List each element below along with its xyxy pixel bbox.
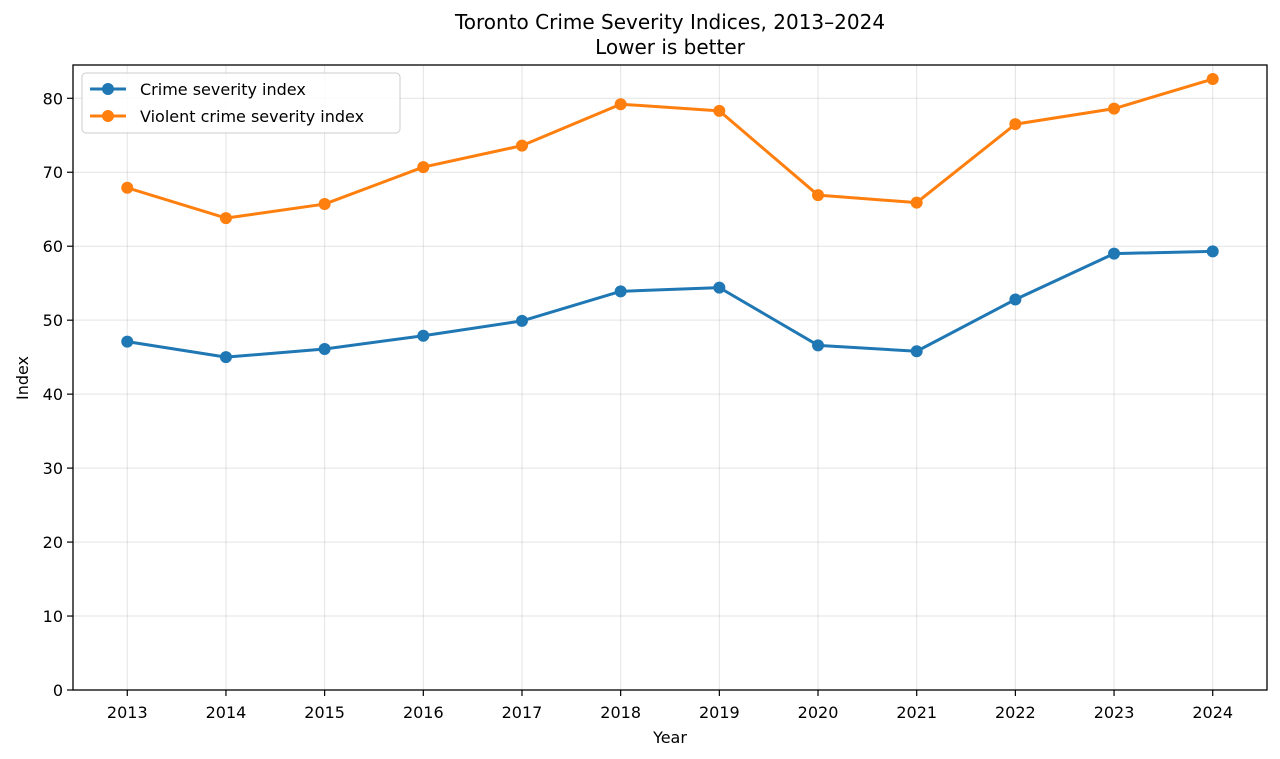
- data-point: [1206, 73, 1219, 86]
- data-point: [910, 345, 923, 358]
- data-point: [318, 343, 331, 356]
- y-axis-label: Index: [13, 356, 32, 400]
- data-point: [219, 212, 232, 225]
- x-tick-label: 2016: [403, 703, 444, 722]
- y-tick-label: 20: [43, 533, 63, 552]
- x-tick-label: 2014: [206, 703, 247, 722]
- series-line: [125, 77, 1215, 220]
- data-point: [121, 335, 134, 348]
- series-line: [125, 249, 1215, 359]
- legend-label: Violent crime severity index: [140, 107, 364, 126]
- y-tick-label: 50: [43, 311, 63, 330]
- data-point: [910, 196, 923, 209]
- data-point: [713, 104, 726, 117]
- data-point: [812, 189, 825, 202]
- grid-lines: [73, 65, 1267, 691]
- y-tick-label: 0: [53, 681, 63, 700]
- plot-frame: [72, 64, 1268, 691]
- x-tick-label: 2023: [1094, 703, 1135, 722]
- x-tick-label: 2018: [600, 703, 641, 722]
- data-point: [1009, 118, 1022, 131]
- series-2: [121, 73, 1219, 225]
- x-tick-label: 2013: [107, 703, 148, 722]
- data-point: [318, 198, 331, 211]
- data-point: [515, 314, 528, 327]
- series-1: [121, 245, 1219, 364]
- data-point: [1108, 247, 1121, 260]
- data-point: [121, 181, 134, 194]
- x-axis-label: Year: [652, 728, 687, 747]
- data-point: [614, 285, 627, 298]
- axis-ticks: 2013 2014 2015 2016 2017 2018 2019 2020 2021 2022…: [43, 89, 1233, 722]
- data-point: [515, 139, 528, 152]
- y-tick-label: 70: [43, 163, 63, 182]
- legend-label: Crime severity index: [140, 80, 306, 99]
- data-point: [1206, 245, 1219, 258]
- x-tick-label: 2019: [699, 703, 740, 722]
- x-tick-label: 2022: [995, 703, 1036, 722]
- data-point: [812, 339, 825, 352]
- y-tick-label: 60: [43, 237, 63, 256]
- x-tick-label: 2020: [798, 703, 839, 722]
- x-tick-label: 2024: [1192, 703, 1233, 722]
- data-point: [417, 329, 430, 342]
- data-point: [417, 161, 430, 174]
- series-layer: [121, 73, 1219, 364]
- y-tick-label: 30: [43, 459, 63, 478]
- data-point: [614, 98, 627, 111]
- x-tick-label: 2017: [502, 703, 543, 722]
- chart-subtitle: Lower is better: [595, 35, 746, 59]
- legend-swatch-marker: [102, 83, 114, 95]
- y-tick-label: 80: [43, 89, 63, 108]
- x-tick-label: 2015: [304, 703, 345, 722]
- data-point: [1009, 293, 1022, 306]
- legend-swatch-marker: [102, 110, 114, 122]
- data-point: [219, 351, 232, 364]
- legend: Crime severity index Violent crime severi…: [81, 72, 401, 134]
- x-tick-label: 2021: [896, 703, 937, 722]
- chart-title: Toronto Crime Severity Indices, 2013–202…: [454, 10, 885, 34]
- data-point: [1108, 102, 1121, 115]
- legend-box: [81, 72, 401, 134]
- data-point: [713, 281, 726, 294]
- y-tick-label: 10: [43, 607, 63, 626]
- y-tick-label: 40: [43, 385, 63, 404]
